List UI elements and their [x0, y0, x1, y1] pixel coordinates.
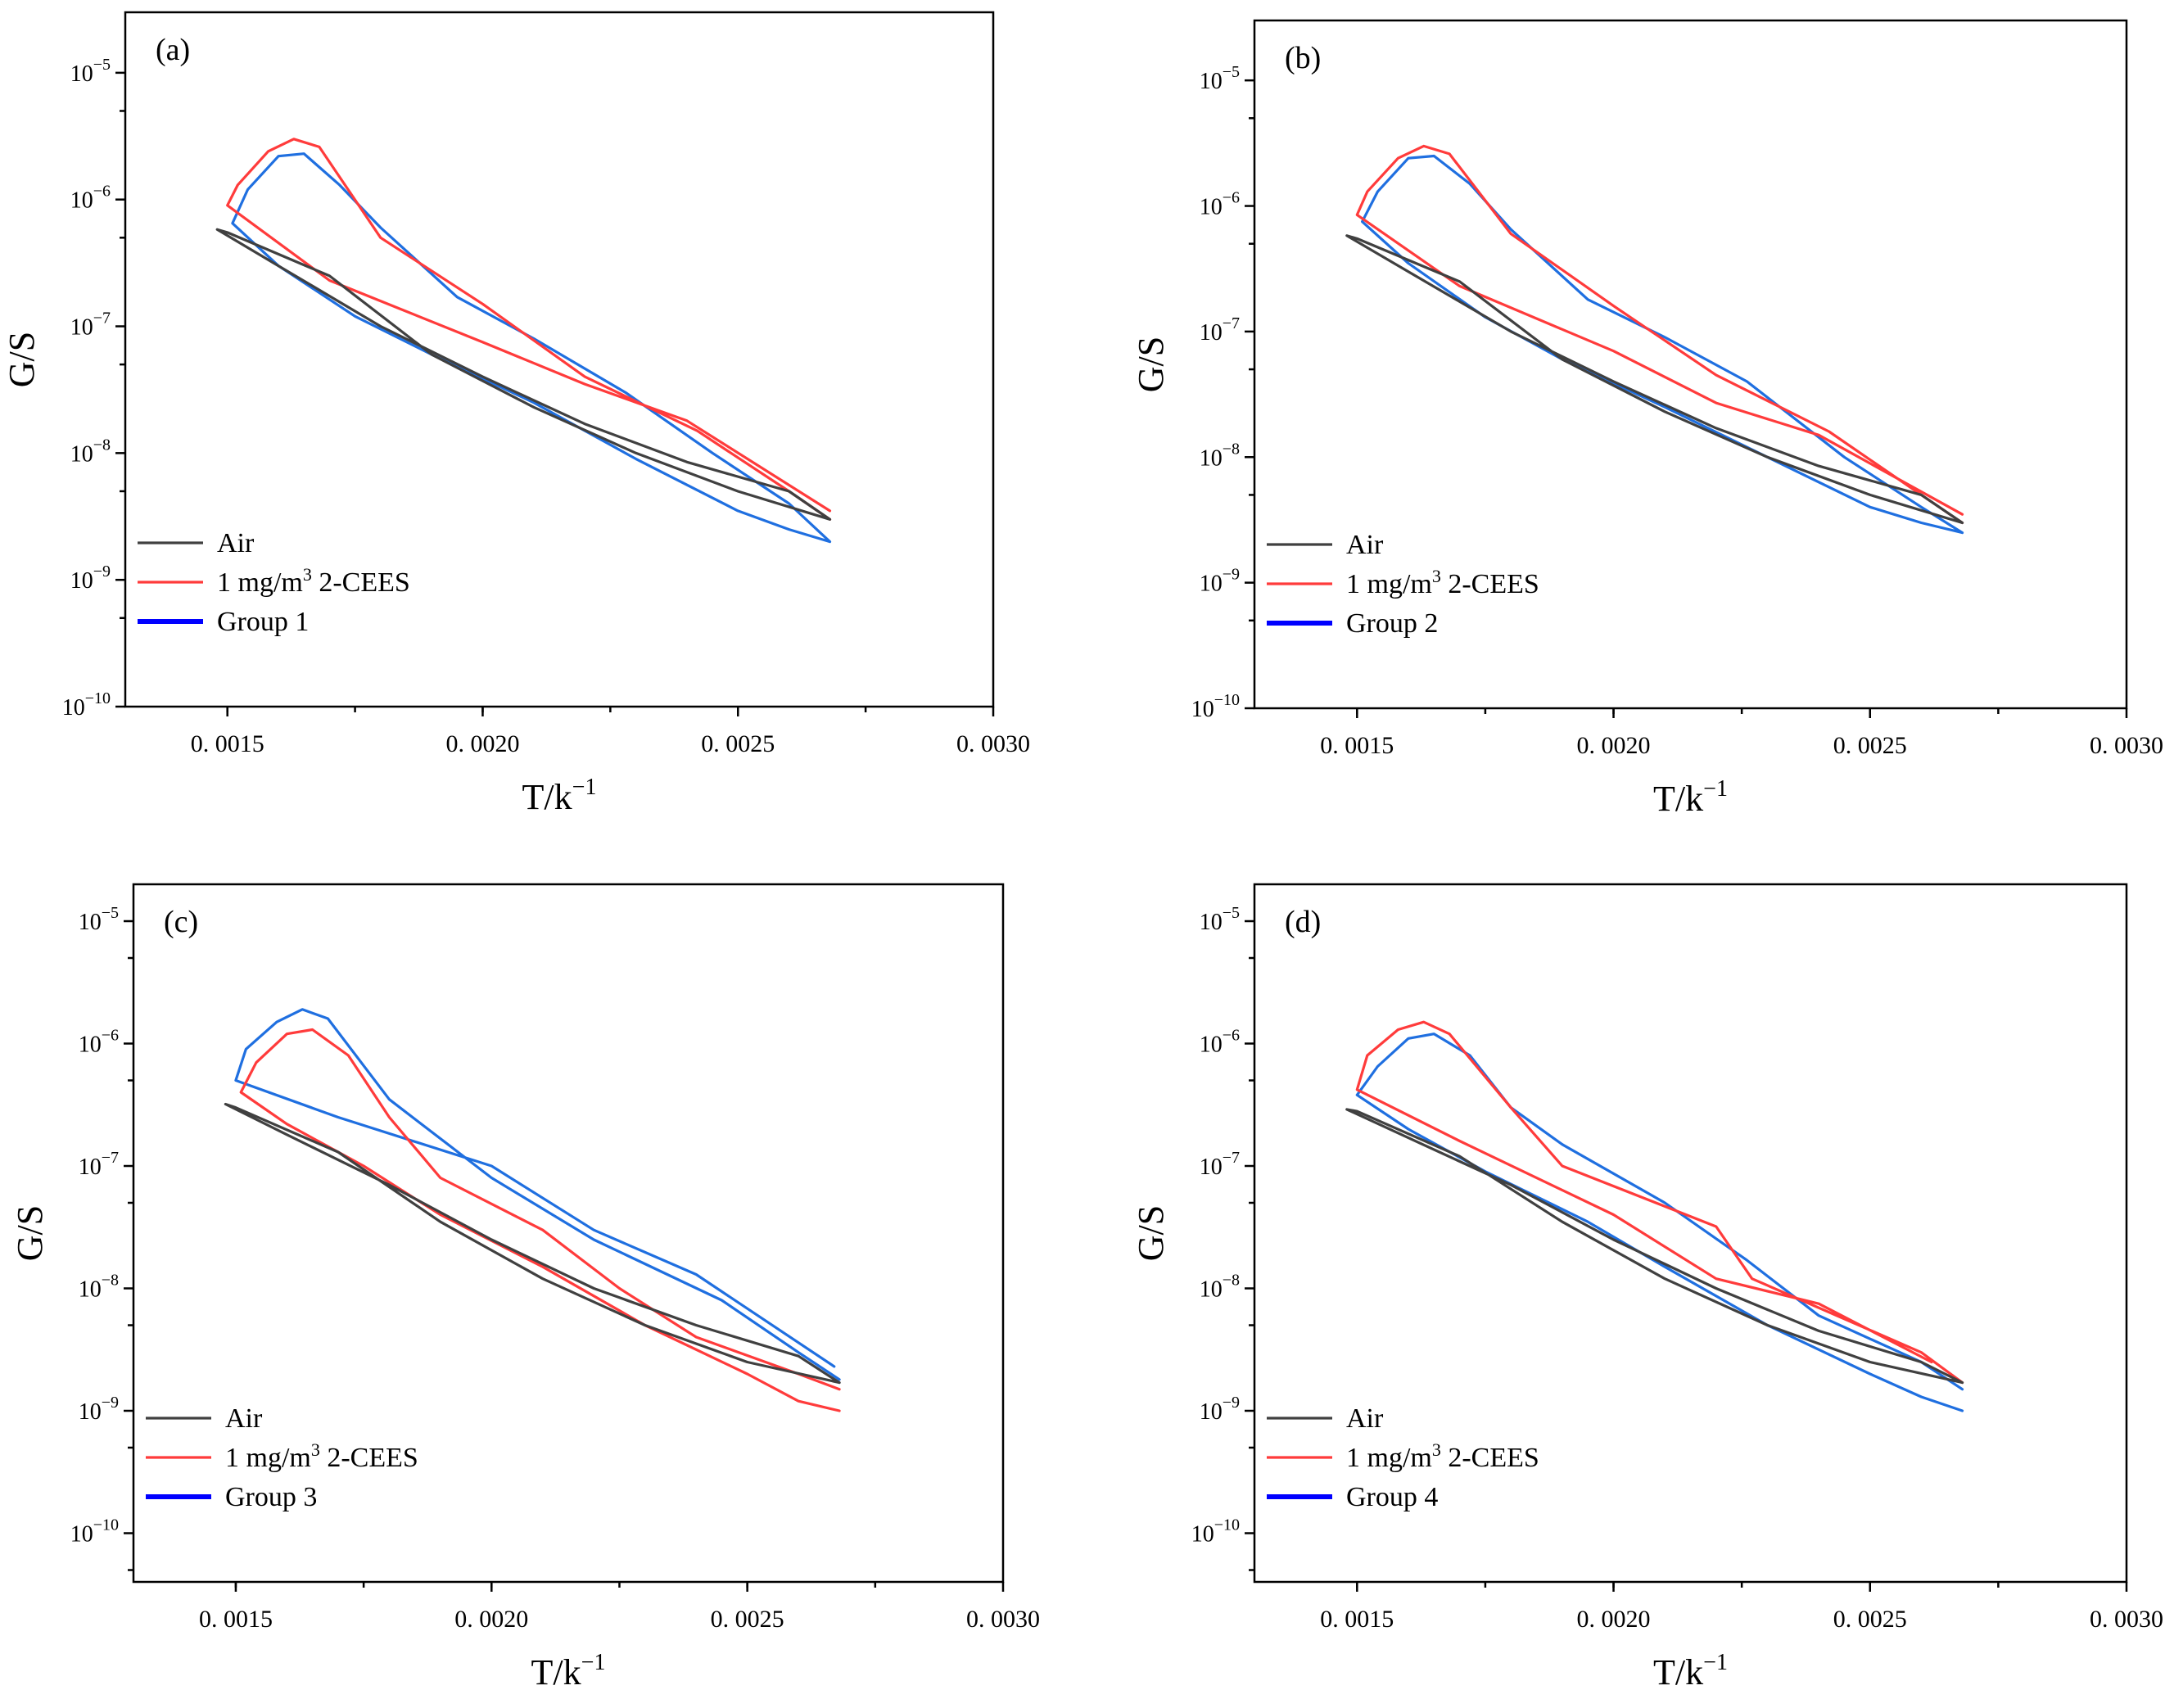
x-tick-label: 0. 0020: [445, 730, 519, 757]
x-tick-label: 0. 0015: [191, 730, 264, 757]
x-tick-label: 0. 0020: [1577, 732, 1651, 759]
x-tick-label: 0. 0020: [454, 1606, 528, 1633]
plot-frame: [124, 11, 995, 708]
plot-frame: [132, 883, 1005, 1584]
y-tick-label: 10−10: [70, 1516, 119, 1548]
series-line-group: [1355, 1032, 1964, 1412]
plot-frame: [1253, 19, 2128, 710]
y-tick-label: 10−8: [1200, 440, 1240, 471]
y-tick-label: 10−7: [1200, 1149, 1240, 1180]
legend-label: 1 mg/m3 2-CEES: [217, 564, 410, 598]
chart-panel: (d) 0. 0015 0. 0020 0. 0025 0. 0030 10−10 10−9…: [1131, 883, 2163, 1692]
chart-panel: (a) 0. 0015 0. 0020 0. 0025 0. 0030 10−10 10−9…: [2, 11, 1030, 817]
y-tick-label: 10−9: [1200, 1394, 1240, 1425]
y-tick-label: 10−8: [70, 436, 111, 467]
y-tick-label: 10−7: [79, 1149, 119, 1180]
y-tick-label: 10−6: [1200, 1027, 1240, 1058]
x-tick-label: 0. 0015: [1320, 1606, 1394, 1633]
legend-label: Air: [1346, 1403, 1384, 1434]
chart-panel: (b) 0. 0015 0. 0020 0. 0025 0. 0030 10−10 10−9…: [1131, 19, 2163, 819]
y-tick-label: 10−7: [1200, 314, 1240, 346]
x-tick-label: 0. 0025: [1833, 732, 1907, 759]
series-line-cees: [1355, 144, 1964, 525]
x-tick-label: 0. 0015: [199, 1606, 273, 1633]
x-tick-label: 0. 0025: [1833, 1606, 1907, 1633]
y-tick-label: 10−8: [1200, 1272, 1240, 1303]
x-tick-label: 0. 0030: [956, 730, 1030, 757]
y-tick-label: 10−9: [1200, 566, 1240, 597]
legend-label: Group 1: [217, 607, 309, 637]
x-axis-title: T/k−1: [1653, 776, 1728, 819]
y-tick-label: 10−9: [79, 1394, 119, 1425]
y-tick-label: 10−6: [79, 1027, 119, 1058]
y-tick-label: 10−10: [62, 689, 111, 721]
x-axis-title: T/k−1: [531, 1650, 606, 1692]
legend-label: Air: [217, 528, 255, 558]
y-axis-title: G/S: [10, 1205, 50, 1261]
y-tick-label: 10−8: [79, 1272, 119, 1303]
legend-label: Group 4: [1346, 1482, 1438, 1512]
y-axis-title: G/S: [2, 332, 42, 387]
x-tick-label: 0. 0030: [966, 1606, 1040, 1633]
y-tick-label: 10−5: [79, 904, 119, 935]
x-tick-label: 0. 0030: [2090, 732, 2163, 759]
legend-label: 1 mg/m3 2-CEES: [1346, 566, 1539, 599]
y-axis-title: G/S: [1131, 337, 1171, 392]
y-tick-label: 10−9: [70, 563, 111, 594]
y-tick-label: 10−6: [1200, 189, 1240, 220]
series-line-cees: [239, 1028, 841, 1412]
x-tick-label: 0. 0025: [701, 730, 775, 757]
y-tick-label: 10−5: [1200, 63, 1240, 94]
series-line-group: [234, 1008, 841, 1381]
x-axis-title: T/k−1: [1653, 1650, 1728, 1692]
x-tick-label: 0. 0030: [2090, 1606, 2163, 1633]
y-tick-label: 10−10: [1191, 1516, 1240, 1548]
x-axis-title: T/k−1: [522, 775, 597, 817]
x-tick-label: 0. 0025: [711, 1606, 784, 1633]
panel-label: (a): [156, 33, 190, 67]
chart-panel: (c) 0. 0015 0. 0020 0. 0025 0. 0030 10−10 10−9…: [10, 883, 1040, 1692]
legend-label: Air: [225, 1403, 263, 1434]
y-tick-label: 10−5: [1200, 904, 1240, 935]
y-tick-label: 10−10: [1191, 691, 1240, 722]
series-line-air: [215, 228, 832, 521]
legend-label: Group 3: [225, 1482, 317, 1512]
x-tick-label: 0. 0015: [1320, 732, 1394, 759]
panel-label: (d): [1285, 905, 1321, 939]
panel-label: (b): [1285, 41, 1321, 75]
legend-label: Group 2: [1346, 608, 1438, 639]
series-line-group: [231, 152, 832, 544]
panel-label: (c): [164, 905, 198, 939]
y-axis-title: G/S: [1131, 1205, 1171, 1261]
legend-label: 1 mg/m3 2-CEES: [225, 1439, 418, 1473]
x-tick-label: 0. 0020: [1577, 1606, 1651, 1633]
y-tick-label: 10−5: [70, 56, 111, 87]
y-tick-label: 10−6: [70, 183, 111, 214]
legend-label: Air: [1346, 530, 1384, 560]
plot-frame: [1253, 883, 2128, 1584]
series-line-air: [224, 1102, 841, 1385]
series-line-cees: [226, 138, 832, 521]
y-tick-label: 10−7: [70, 310, 111, 341]
series-line-air: [1345, 234, 1964, 525]
series-line-air: [1345, 1108, 1964, 1385]
series-line-cees: [1355, 1020, 1964, 1385]
legend-label: 1 mg/m3 2-CEES: [1346, 1439, 1539, 1473]
series-line-group: [1360, 154, 1964, 535]
